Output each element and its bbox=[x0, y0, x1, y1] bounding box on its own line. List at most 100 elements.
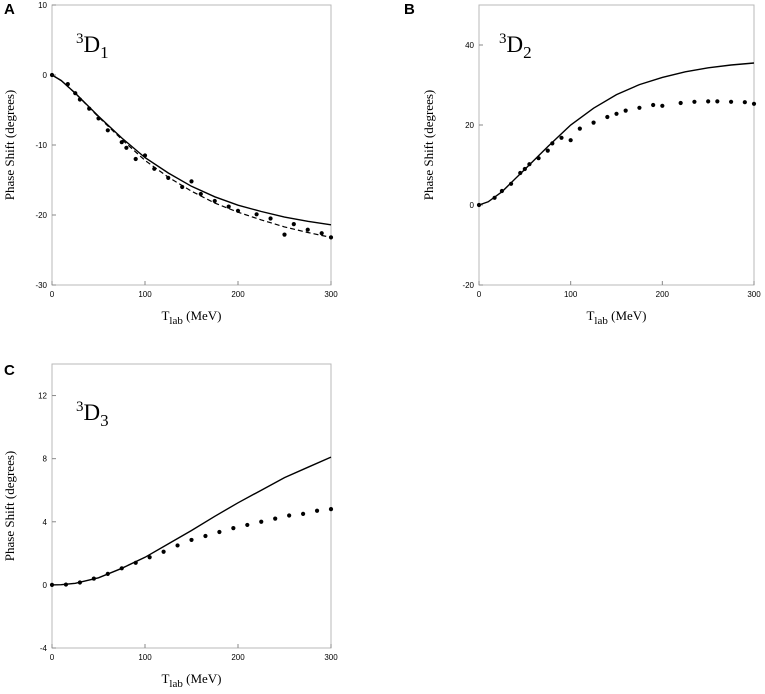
data-point bbox=[499, 188, 505, 194]
wave-title-sub: 1 bbox=[100, 43, 109, 62]
x-tick-label: 300 bbox=[324, 653, 338, 662]
wave-title-sub: 2 bbox=[523, 43, 532, 62]
data-point bbox=[328, 507, 334, 512]
x-axis-label-unit: (MeV) bbox=[183, 308, 222, 323]
y-tick-label: 0 bbox=[43, 581, 48, 590]
x-tick-label: 200 bbox=[231, 653, 245, 662]
data-point bbox=[49, 72, 55, 78]
data-point bbox=[180, 184, 185, 190]
data-point bbox=[73, 91, 78, 96]
data-point bbox=[254, 212, 259, 217]
data-point bbox=[550, 141, 555, 146]
data-point bbox=[268, 216, 273, 221]
y-tick-label: 8 bbox=[43, 455, 48, 464]
model-curve bbox=[51, 456, 332, 586]
data-point bbox=[301, 511, 306, 516]
y-tick-label: 40 bbox=[465, 41, 474, 50]
data-point bbox=[291, 222, 296, 227]
data-point bbox=[751, 101, 757, 106]
y-tick-label: -10 bbox=[35, 141, 47, 150]
data-point bbox=[273, 516, 278, 521]
data-point bbox=[166, 175, 171, 180]
x-tick-label: 300 bbox=[324, 290, 338, 299]
data-point bbox=[591, 120, 596, 125]
data-point bbox=[577, 126, 582, 131]
wave-title-sup: 3 bbox=[76, 399, 84, 415]
data-point bbox=[63, 582, 69, 587]
data-point bbox=[65, 82, 70, 87]
data-point bbox=[124, 145, 129, 150]
data-point bbox=[518, 170, 523, 176]
data-point bbox=[203, 533, 208, 539]
data-point bbox=[536, 156, 541, 161]
wave-title-main: D bbox=[84, 32, 101, 57]
y-tick-label: -20 bbox=[35, 211, 47, 220]
data-point bbox=[692, 99, 697, 104]
data-point bbox=[142, 153, 148, 158]
data-point bbox=[319, 231, 324, 236]
wave-title: 3D3 bbox=[76, 399, 109, 430]
data-point bbox=[147, 555, 152, 560]
data-point bbox=[314, 508, 320, 513]
data-point bbox=[678, 100, 683, 106]
x-axis-label: Tlab (MeV) bbox=[161, 308, 221, 327]
data-point bbox=[545, 148, 550, 153]
data-point bbox=[152, 166, 157, 171]
y-tick-label: 20 bbox=[465, 121, 474, 130]
data-point bbox=[231, 525, 236, 531]
data-point bbox=[77, 97, 82, 102]
data-point bbox=[287, 513, 292, 518]
data-point bbox=[282, 232, 287, 237]
y-tick-label: 0 bbox=[43, 71, 48, 80]
x-axis-label: Tlab (MeV) bbox=[161, 671, 221, 690]
data-point bbox=[742, 100, 747, 105]
data-point bbox=[189, 179, 194, 184]
y-tick-label: 0 bbox=[470, 201, 475, 210]
data-point bbox=[226, 204, 231, 209]
data-point bbox=[527, 162, 532, 167]
panel-letter: B bbox=[404, 1, 415, 18]
data-point bbox=[119, 140, 124, 145]
data-point bbox=[133, 156, 138, 162]
x-tick-label: 100 bbox=[564, 290, 578, 299]
data-point bbox=[522, 166, 527, 172]
y-axis-label: Phase Shift (degrees) bbox=[421, 90, 436, 200]
data-point bbox=[328, 235, 334, 240]
x-axis-label: Tlab (MeV) bbox=[586, 308, 646, 327]
data-point bbox=[77, 580, 82, 585]
x-tick-label: 200 bbox=[231, 290, 245, 299]
data-point bbox=[189, 537, 194, 543]
data-point bbox=[245, 522, 250, 528]
data-point bbox=[476, 202, 482, 208]
x-axis-label-main: T bbox=[161, 671, 169, 686]
data-point bbox=[105, 571, 110, 576]
data-point bbox=[305, 227, 310, 232]
x-axis-label-sub: lab bbox=[169, 678, 183, 690]
wave-title-sup: 3 bbox=[76, 31, 84, 47]
plot-frame bbox=[51, 363, 332, 649]
data-point bbox=[175, 543, 180, 548]
data-point bbox=[235, 208, 241, 213]
data-point bbox=[87, 106, 92, 111]
x-axis-label-unit: (MeV) bbox=[608, 308, 647, 323]
x-axis-label-main: T bbox=[586, 308, 594, 323]
y-tick-label: 12 bbox=[38, 392, 47, 401]
data-point bbox=[49, 582, 55, 587]
data-point bbox=[91, 576, 96, 581]
data-point bbox=[660, 103, 665, 108]
plot-frame bbox=[478, 4, 755, 286]
data-point bbox=[559, 135, 564, 140]
data-point bbox=[623, 108, 628, 113]
data-point bbox=[212, 198, 217, 204]
x-axis-label-unit: (MeV) bbox=[183, 671, 222, 686]
y-tick-label: 4 bbox=[43, 518, 48, 527]
x-tick-label: 0 bbox=[50, 653, 55, 662]
data-point bbox=[96, 116, 101, 121]
data-point bbox=[217, 529, 222, 535]
data-point bbox=[105, 128, 110, 133]
model-curve bbox=[51, 74, 332, 226]
data-point bbox=[715, 99, 720, 104]
